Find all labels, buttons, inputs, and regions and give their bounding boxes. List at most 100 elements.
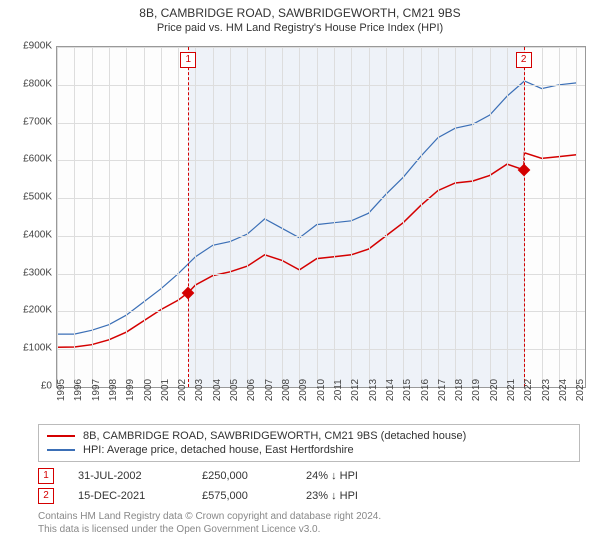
event-id-box: 1 [38, 468, 54, 484]
event-vline [524, 47, 525, 387]
legend-row: HPI: Average price, detached house, East… [47, 443, 571, 457]
gridline-v [334, 47, 335, 387]
gridline-v [92, 47, 93, 387]
gridline-v [265, 47, 266, 387]
gridline-v [507, 47, 508, 387]
footer-attribution: Contains HM Land Registry data © Crown c… [38, 510, 562, 536]
events-table: 131-JUL-2002£250,00024% ↓ HPI215-DEC-202… [38, 466, 562, 506]
gridline-v [386, 47, 387, 387]
gridline-h [57, 47, 585, 48]
y-axis-label: £100K [8, 343, 52, 354]
x-axis-label: 2021 [506, 379, 517, 401]
gridline-v [403, 47, 404, 387]
gridline-v [317, 47, 318, 387]
gridline-v [299, 47, 300, 387]
event-vline [188, 47, 189, 387]
x-axis-label: 2013 [368, 379, 379, 401]
x-axis-label: 2015 [402, 379, 413, 401]
event-date: 15-DEC-2021 [78, 490, 178, 502]
x-axis-label: 1996 [73, 379, 84, 401]
x-axis-label: 2010 [316, 379, 327, 401]
chart-title: 8B, CAMBRIDGE ROAD, SAWBRIDGEWORTH, CM21… [0, 0, 600, 20]
legend-swatch [47, 449, 75, 451]
footer-line1: Contains HM Land Registry data © Crown c… [38, 510, 562, 523]
event-marker-box: 2 [516, 52, 532, 68]
gridline-h [57, 274, 585, 275]
x-axis-label: 2025 [575, 379, 586, 401]
gridline-v [195, 47, 196, 387]
y-axis-label: £600K [8, 154, 52, 165]
gridline-v [109, 47, 110, 387]
gridline-h [57, 85, 585, 86]
gridline-v [490, 47, 491, 387]
gridline-h [57, 160, 585, 161]
x-axis-label: 2004 [212, 379, 223, 401]
y-axis-label: £700K [8, 116, 52, 127]
gridline-v [472, 47, 473, 387]
x-axis-label: 2005 [229, 379, 240, 401]
x-axis-label: 2024 [558, 379, 569, 401]
x-axis-label: 2014 [385, 379, 396, 401]
event-pct: 24% ↓ HPI [306, 470, 358, 482]
gridline-v [282, 47, 283, 387]
x-axis-label: 2001 [160, 379, 171, 401]
gridline-v [542, 47, 543, 387]
chart-subtitle: Price paid vs. HM Land Registry's House … [0, 20, 600, 38]
x-axis-label: 2002 [177, 379, 188, 401]
gridline-v [213, 47, 214, 387]
gridline-v [126, 47, 127, 387]
y-axis-label: £400K [8, 229, 52, 240]
gridline-v [230, 47, 231, 387]
y-axis-label: £200K [8, 305, 52, 316]
legend-swatch [47, 435, 75, 437]
y-axis-label: £500K [8, 192, 52, 203]
x-axis-label: 2007 [264, 379, 275, 401]
gridline-h [57, 311, 585, 312]
legend: 8B, CAMBRIDGE ROAD, SAWBRIDGEWORTH, CM21… [38, 424, 580, 462]
x-axis-label: 2012 [350, 379, 361, 401]
event-row: 215-DEC-2021£575,00023% ↓ HPI [38, 486, 562, 506]
y-axis-label: £300K [8, 267, 52, 278]
x-axis-label: 2020 [489, 379, 500, 401]
event-price: £575,000 [202, 490, 282, 502]
event-price: £250,000 [202, 470, 282, 482]
y-axis-label: £800K [8, 78, 52, 89]
gridline-v [247, 47, 248, 387]
gridline-h [57, 123, 585, 124]
x-axis-label: 2018 [454, 379, 465, 401]
gridline-v [144, 47, 145, 387]
gridline-v [455, 47, 456, 387]
gridline-v [559, 47, 560, 387]
event-date: 31-JUL-2002 [78, 470, 178, 482]
event-marker-box: 1 [180, 52, 196, 68]
x-axis-label: 2000 [143, 379, 154, 401]
gridline-h [57, 349, 585, 350]
gridline-v [369, 47, 370, 387]
x-axis-label: 2003 [194, 379, 205, 401]
plot-svg [57, 47, 585, 387]
x-axis-label: 1995 [56, 379, 67, 401]
event-pct: 23% ↓ HPI [306, 490, 358, 502]
gridline-v [57, 47, 58, 387]
y-axis-label: £0 [8, 381, 52, 392]
x-axis-label: 1998 [108, 379, 119, 401]
legend-label: HPI: Average price, detached house, East… [83, 444, 354, 456]
gridline-v [178, 47, 179, 387]
gridline-v [351, 47, 352, 387]
x-axis-label: 2011 [333, 379, 344, 401]
x-axis-label: 1999 [125, 379, 136, 401]
x-axis-label: 2023 [541, 379, 552, 401]
x-axis-label: 1997 [91, 379, 102, 401]
x-axis-label: 2017 [437, 379, 448, 401]
gridline-h [57, 198, 585, 199]
x-axis-label: 2022 [523, 379, 534, 401]
footer-line2: This data is licensed under the Open Gov… [38, 523, 562, 536]
x-axis-label: 2016 [420, 379, 431, 401]
y-axis-label: £900K [8, 41, 52, 52]
legend-label: 8B, CAMBRIDGE ROAD, SAWBRIDGEWORTH, CM21… [83, 430, 466, 442]
x-axis-label: 2019 [471, 379, 482, 401]
chart-area: 1 2 £0 £100K £200K £300K £400K £500K £600K £700K… [8, 46, 592, 416]
x-axis-label: 2008 [281, 379, 292, 401]
legend-row: 8B, CAMBRIDGE ROAD, SAWBRIDGEWORTH, CM21… [47, 429, 571, 443]
gridline-v [161, 47, 162, 387]
